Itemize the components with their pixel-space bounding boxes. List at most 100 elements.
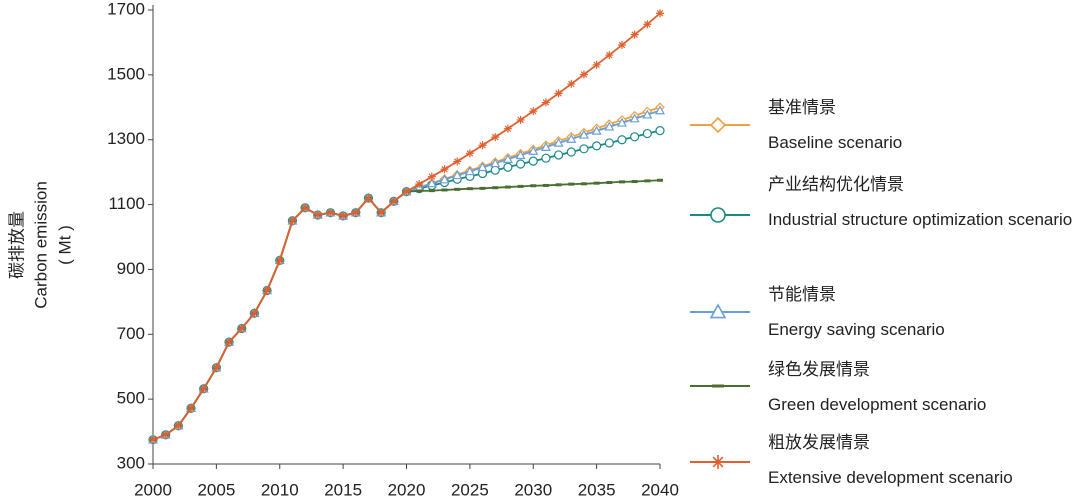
marker — [263, 286, 272, 295]
marker — [149, 435, 157, 444]
legend-label-zh: 粗放发展情景 — [768, 433, 870, 453]
marker — [709, 116, 727, 134]
marker — [712, 384, 724, 388]
marker — [605, 51, 614, 60]
marker — [212, 363, 221, 372]
marker — [288, 216, 297, 225]
marker — [441, 188, 448, 192]
y-label-unit: ( Mt ) — [55, 225, 74, 265]
marker — [604, 121, 615, 131]
marker — [529, 107, 538, 116]
marker — [503, 124, 512, 133]
marker — [439, 174, 450, 184]
marker — [566, 133, 577, 143]
y-label-en: Carbon emission — [31, 181, 50, 309]
marker — [643, 20, 652, 29]
y-tick-label: 1500 — [107, 64, 145, 83]
marker — [464, 166, 475, 176]
marker — [656, 9, 664, 18]
marker — [578, 129, 589, 139]
marker — [427, 172, 436, 181]
marker — [428, 189, 435, 193]
x-tick-label: 2040 — [641, 480, 679, 499]
marker — [415, 180, 424, 189]
marker — [326, 208, 335, 217]
marker — [642, 109, 653, 119]
marker — [351, 208, 360, 217]
marker — [479, 186, 486, 190]
legend-label-zh: 产业结构优化情景 — [768, 175, 904, 195]
x-tick-label: 2010 — [261, 480, 299, 499]
x-tick-label: 2005 — [197, 480, 235, 499]
marker — [579, 144, 589, 154]
marker — [389, 197, 398, 206]
marker — [580, 182, 587, 186]
marker — [657, 178, 663, 182]
y-tick-label: 500 — [117, 389, 145, 408]
marker — [339, 211, 348, 220]
marker — [492, 186, 499, 190]
marker — [174, 421, 183, 430]
legend-label-zh: 节能情景 — [768, 285, 836, 305]
y-tick-label: 300 — [117, 453, 145, 472]
marker — [466, 187, 473, 191]
x-tick-label: 2035 — [578, 480, 616, 499]
marker — [504, 185, 511, 189]
marker — [618, 180, 625, 184]
y-tick-label: 1300 — [107, 129, 145, 148]
marker — [568, 182, 575, 186]
x-tick-label: 2000 — [134, 480, 172, 499]
marker — [709, 303, 727, 319]
marker — [631, 180, 638, 184]
marker — [592, 60, 601, 69]
marker — [477, 162, 488, 172]
x-tick-label: 2015 — [324, 480, 362, 499]
marker — [490, 165, 500, 175]
marker — [541, 153, 551, 163]
marker — [515, 150, 526, 160]
marker — [275, 256, 284, 265]
marker — [452, 170, 463, 180]
legend-label-zh: 绿色发展情景 — [768, 360, 870, 380]
marker — [591, 125, 602, 135]
series-line — [152, 129, 661, 441]
marker — [454, 187, 461, 191]
marker — [540, 141, 551, 151]
marker — [426, 178, 437, 188]
marker — [604, 138, 614, 148]
marker — [592, 141, 602, 151]
marker — [554, 89, 563, 98]
marker — [453, 157, 462, 166]
marker — [541, 98, 550, 107]
marker — [606, 181, 613, 185]
marker — [630, 30, 639, 39]
marker — [617, 41, 626, 50]
marker — [301, 203, 310, 212]
marker — [465, 149, 474, 158]
marker — [416, 189, 423, 193]
marker — [642, 128, 652, 139]
marker — [530, 184, 537, 188]
marker — [187, 404, 196, 413]
marker — [617, 135, 627, 145]
x-tick-label: 2030 — [514, 480, 552, 499]
marker — [542, 183, 549, 187]
marker — [490, 158, 501, 168]
marker — [402, 187, 411, 196]
legend-label: Baseline scenario — [768, 133, 903, 152]
legend-label: Green development scenario — [768, 395, 987, 414]
series-line — [152, 179, 661, 441]
marker — [478, 141, 487, 150]
marker — [593, 181, 600, 185]
marker — [710, 207, 726, 223]
marker — [515, 159, 526, 169]
marker — [250, 309, 259, 318]
marker — [644, 179, 651, 183]
y-label-zh: 碳排放量 — [7, 211, 26, 279]
y-tick-label: 1700 — [107, 0, 145, 18]
marker — [528, 145, 539, 155]
marker — [364, 194, 373, 203]
marker — [616, 117, 627, 127]
